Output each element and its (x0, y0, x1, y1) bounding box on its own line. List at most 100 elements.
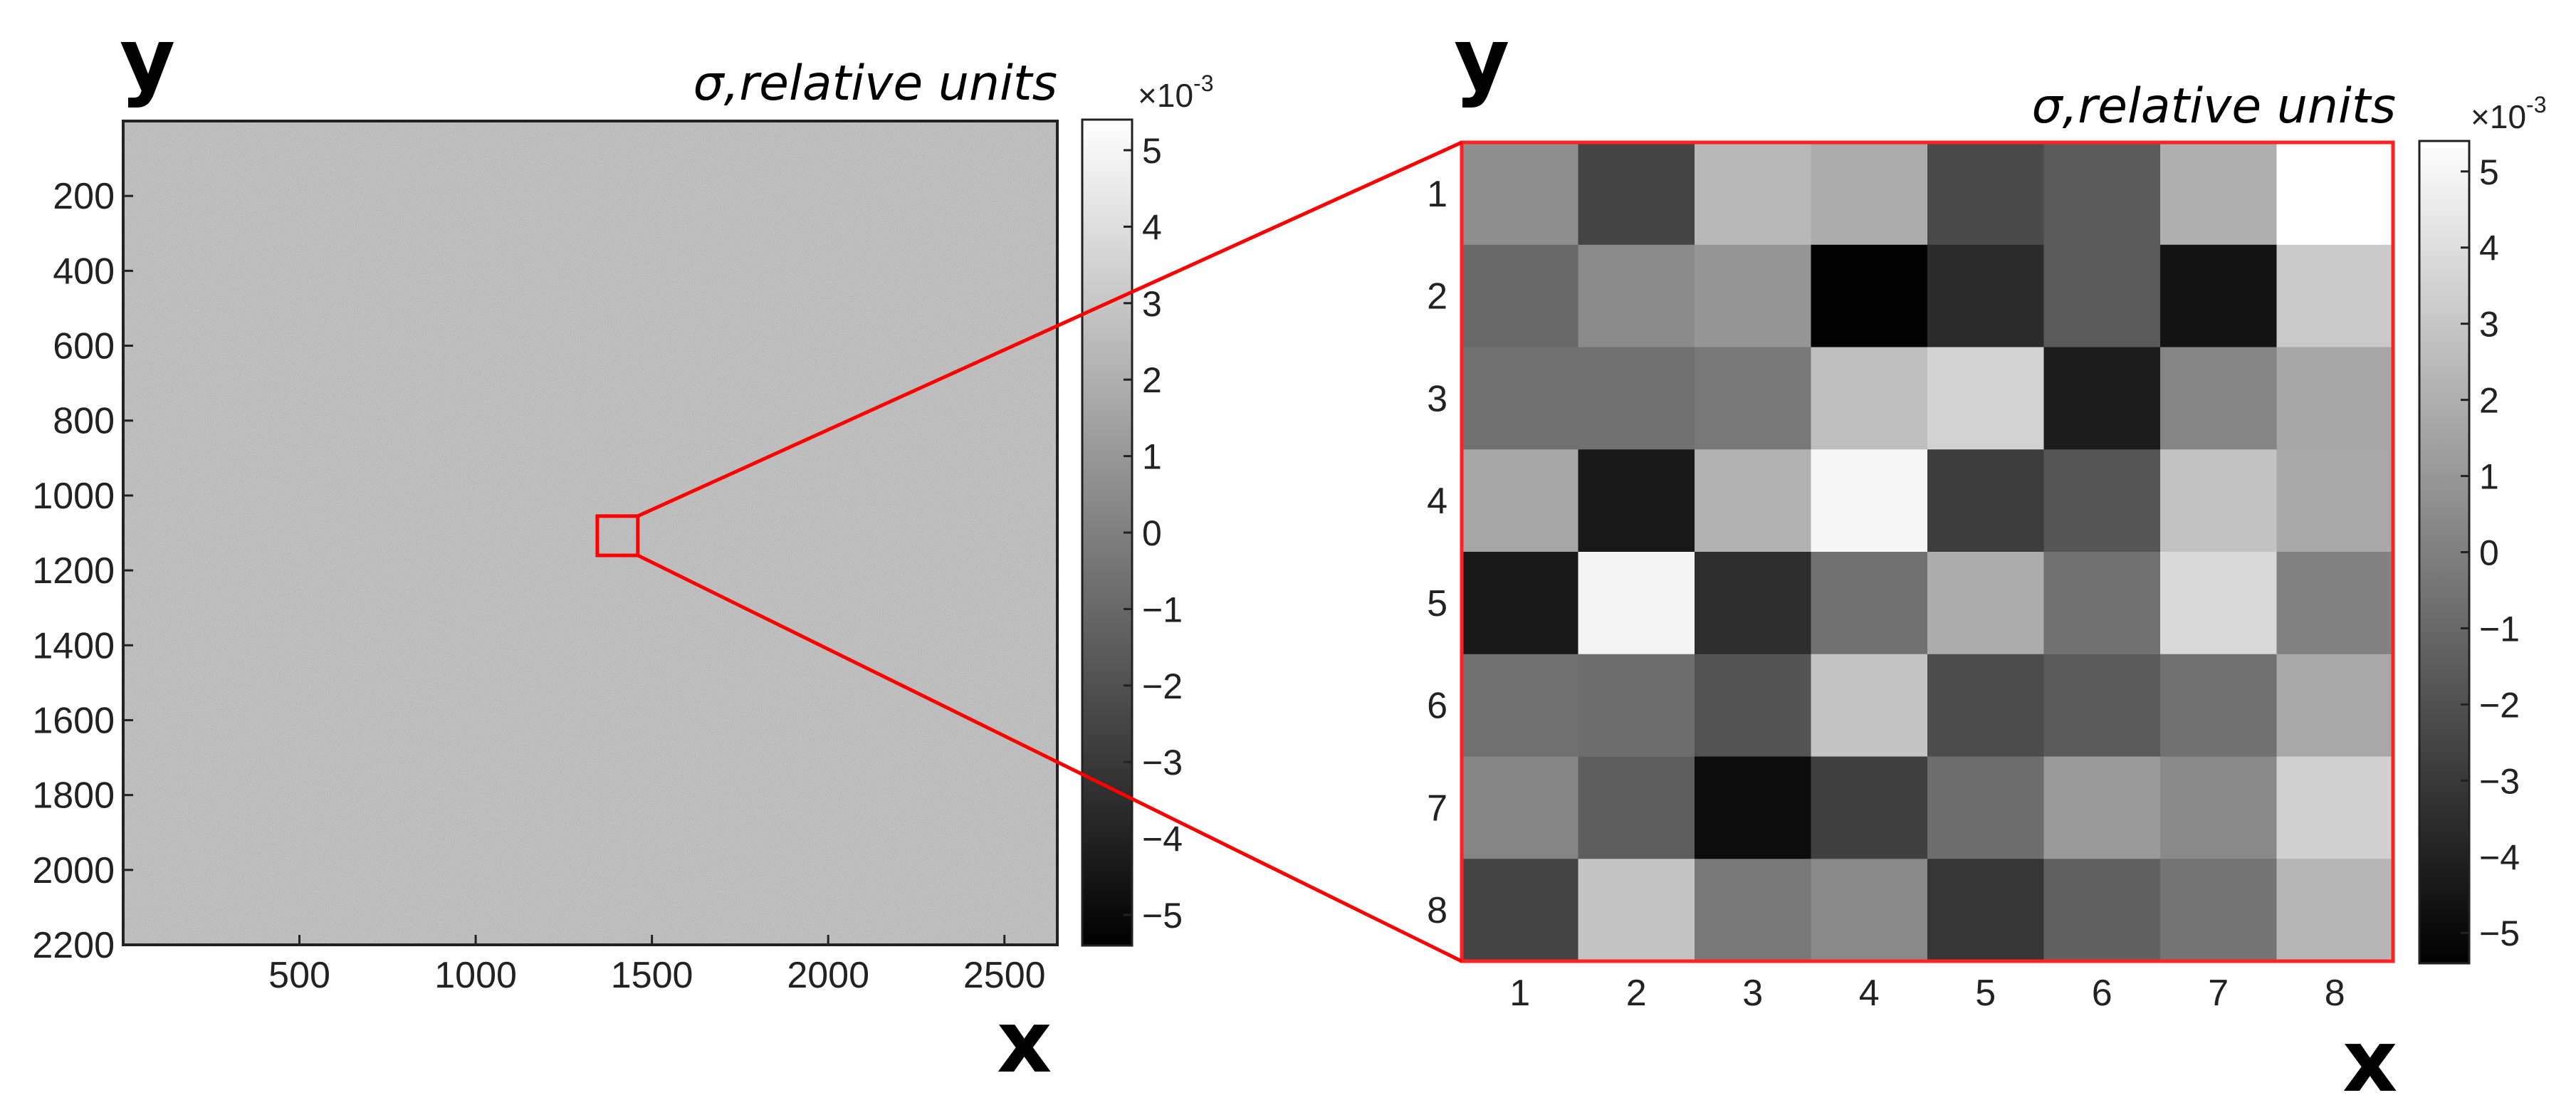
left-heatmap-noise-texture (123, 121, 1057, 945)
right-x-tick-label: 4 (1859, 973, 1880, 1014)
heatmap-cell (1462, 347, 1578, 450)
left-y-tick-label: 800 (53, 401, 115, 442)
heatmap-cell (2160, 756, 2277, 859)
colorbar-tick-label: 0 (1142, 513, 1162, 553)
heatmap-cell (1927, 654, 2044, 757)
heatmap-cell (1578, 244, 1695, 347)
right-plot-frame (1460, 140, 2395, 963)
heatmap-cell (2276, 756, 2394, 859)
right-x-tick-label: 7 (2208, 973, 2229, 1014)
heatmap-cell (1462, 756, 1578, 859)
left-y-tick-label: 1600 (32, 700, 115, 741)
heatmap-cell (2276, 244, 2394, 347)
heatmap-cell (1927, 244, 2044, 347)
heatmap-cell (2043, 244, 2161, 347)
colorbar-tick-label: 5 (1142, 131, 1162, 171)
colorbar-tick-label: 5 (2479, 152, 2499, 192)
heatmap-cell (2276, 552, 2394, 655)
heatmap-cell (1811, 654, 1928, 757)
colorbar-tick-label: −3 (1142, 743, 1183, 782)
right-y-tick-label: 5 (1427, 583, 1447, 624)
heatmap-cell (1927, 347, 2044, 450)
right-colorbar-exponent-base: ×10 (2471, 98, 2526, 135)
left-x-tick-label: 1500 (611, 955, 693, 996)
left-y-tick-label: 2200 (32, 925, 115, 966)
heatmap-cell (1578, 449, 1695, 553)
right-colorbar-label: σ,relative units (2032, 78, 2397, 135)
left-colorbar-label: σ,relative units (693, 56, 1058, 112)
left-colorbar-exponent-power: -3 (1193, 70, 1213, 96)
colorbar-tick-label: −4 (2479, 837, 2520, 877)
colorbar-tick-label: −1 (2479, 609, 2520, 649)
right-x-tick-label: 1 (1509, 973, 1530, 1014)
heatmap-cell (1695, 449, 1811, 553)
heatmap-cell (2043, 756, 2161, 859)
heatmap-cell (2160, 347, 2277, 450)
right-y-tick-label: 8 (1427, 890, 1447, 931)
heatmap-cell (1578, 654, 1695, 757)
zoom-connector-bottom (637, 553, 1463, 963)
colorbar-tick-label: 4 (1142, 207, 1162, 247)
heatmap-cell (1811, 347, 1928, 450)
heatmap-cell (1927, 859, 2044, 962)
heatmap-cell (2160, 449, 2277, 553)
heatmap-cell (2160, 654, 2277, 757)
left-y-tick-label: 1200 (32, 550, 115, 592)
heatmap-cell (2276, 654, 2394, 757)
colorbar-tick-label: 2 (2479, 381, 2499, 421)
heatmap-cell (1578, 142, 1695, 246)
heatmap-cell (1578, 756, 1695, 859)
heatmap-cell (1811, 552, 1928, 655)
left-y-tick-label: 1800 (32, 775, 115, 817)
right-y-tick-label: 6 (1427, 686, 1447, 727)
left-x-tick-label: 2000 (787, 955, 869, 996)
colorbar-tick-label: 3 (2479, 305, 2499, 345)
right-y-tick-label: 1 (1427, 174, 1447, 215)
heatmap-cell (1462, 552, 1578, 655)
left-plot-frame (122, 120, 1059, 946)
heatmap-cell (1695, 654, 1811, 757)
heatmap-cell (2276, 142, 2394, 246)
heatmap-cell (2276, 449, 2394, 553)
colorbar-tick-label: −5 (1142, 896, 1183, 936)
left-y-tick-label: 2000 (32, 850, 115, 891)
right-x-tick-label: 3 (1742, 973, 1763, 1014)
left-colorbar-exponent-base: ×10 (1138, 77, 1193, 114)
heatmap-cell (1462, 859, 1578, 962)
colorbar-tick-label: 2 (1142, 360, 1162, 400)
right-x-tick-label: 6 (2092, 973, 2112, 1014)
colorbar-tick-label: 1 (1142, 437, 1162, 477)
left-heatmap-panel: y σ,relative units 200 400 600 800 1000 1200 1… (32, 11, 1213, 1092)
right-y-ticks: 1 2 3 4 5 6 7 8 (1427, 174, 1447, 931)
right-x-tick-label: 8 (2325, 973, 2345, 1014)
heatmap-cell (1927, 756, 2044, 859)
heatmap-cell (2160, 859, 2277, 962)
left-y-tick-label: 200 (53, 176, 115, 217)
right-y-tick-label: 4 (1427, 481, 1447, 522)
zoom-connector-top (637, 140, 1463, 518)
right-heatmap-cells (1462, 142, 2394, 962)
colorbar-tick-label: 1 (2479, 457, 2499, 497)
heatmap-cell (1578, 552, 1695, 655)
heatmap-cell (2043, 449, 2161, 553)
right-y-tick-label: 2 (1427, 276, 1447, 318)
colorbar-tick-label: 4 (2479, 229, 2499, 268)
right-y-tick-label: 3 (1427, 378, 1447, 419)
left-y-tick-label: 1400 (32, 625, 115, 666)
heatmap-cell (1811, 142, 1928, 246)
left-x-axis-label: x (997, 993, 1052, 1092)
right-x-tick-label: 2 (1626, 973, 1647, 1014)
right-x-axis-label: x (2342, 1012, 2397, 1111)
left-y-ticks: 200 400 600 800 1000 1200 1400 1600 1800 2000 2200 (32, 176, 133, 966)
left-y-tick-label: 400 (53, 251, 115, 292)
heatmap-cell (1927, 552, 2044, 655)
colorbar-tick-label: 0 (2479, 533, 2499, 573)
left-y-tick-label: 600 (53, 326, 115, 367)
left-x-tick-label: 1000 (434, 955, 517, 996)
colorbar-tick-label: −2 (2479, 685, 2520, 725)
left-y-axis-label: y (120, 11, 175, 110)
zoom-box (595, 514, 640, 558)
right-colorbar-exponent: ×10-3 (2471, 92, 2546, 135)
right-colorbar-ticks: 5 4 3 2 1 0 −1 −2 −3 −4 −5 (2461, 152, 2520, 953)
